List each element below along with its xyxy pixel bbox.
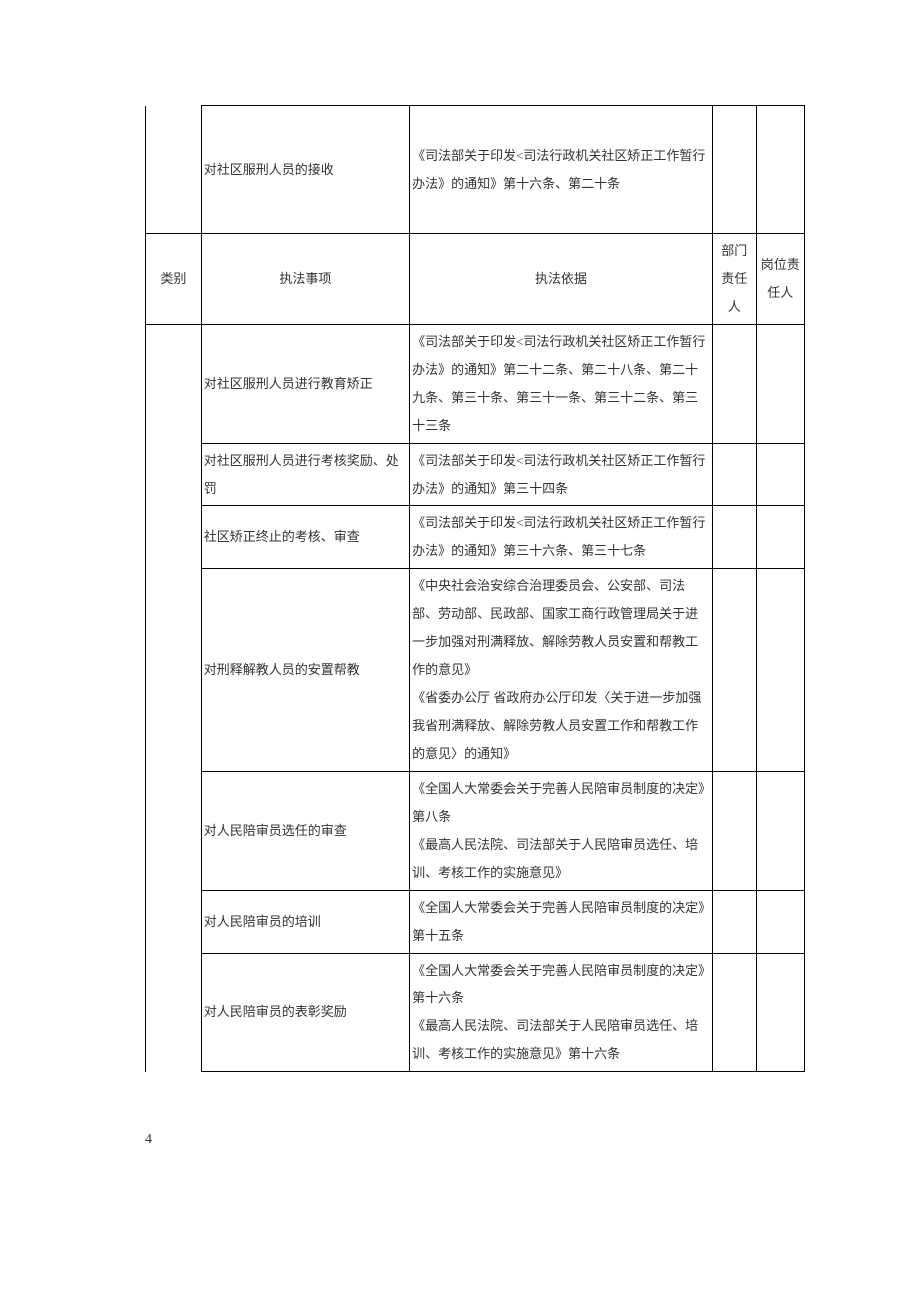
cell-post [756,890,804,953]
cell-basis: 《全国人大常委会关于完善人民陪审员制度的决定》第十六条 《最高人民法院、司法部关… [410,953,713,1072]
header-category: 类别 [146,234,202,325]
cell-post [756,771,804,890]
cell-item: 对人民陪审员选任的审查 [201,771,409,890]
cell-post [756,106,804,234]
cell-item: 对社区服刑人员进行教育矫正 [201,324,409,443]
cell-dept [712,953,756,1072]
table-row: 对刑释解教人员的安置帮教 《中央社会治安综合治理委员会、公安部、司法部、劳动部、… [146,569,805,772]
table-row: 对人民陪审员的表彰奖励 《全国人大常委会关于完善人民陪审员制度的决定》第十六条 … [146,953,805,1072]
cell-basis: 《全国人大常委会关于完善人民陪审员制度的决定》第八条 《最高人民法院、司法部关于… [410,771,713,890]
table-row: 对社区服刑人员的接收 《司法部关于印发<司法行政机关社区矫正工作暂行办法》的通知… [146,106,805,234]
cell-item: 对社区服刑人员进行考核奖励、处罚 [201,443,409,506]
cell-dept [712,324,756,443]
cell-basis: 《司法部关于印发<司法行政机关社区矫正工作暂行办法》的通知》第十六条、第二十条 [410,106,713,234]
cell-dept [712,106,756,234]
table-row: 对社区服刑人员进行考核奖励、处罚 《司法部关于印发<司法行政机关社区矫正工作暂行… [146,443,805,506]
cell-dept [712,771,756,890]
cell-basis: 《全国人大常委会关于完善人民陪审员制度的决定》第十五条 [410,890,713,953]
table-row: 对人民陪审员的培训 《全国人大常委会关于完善人民陪审员制度的决定》第十五条 [146,890,805,953]
cell-post [756,506,804,569]
cell-basis: 《司法部关于印发<司法行政机关社区矫正工作暂行办法》的通知》第二十二条、第二十八… [410,324,713,443]
header-basis: 执法依据 [410,234,713,325]
header-post: 岗位责任人 [756,234,804,325]
cell-item: 社区矫正终止的考核、审查 [201,506,409,569]
page-number: 4 [145,1132,805,1148]
cell-category [146,106,202,234]
table-row: 对人民陪审员选任的审查 《全国人大常委会关于完善人民陪审员制度的决定》第八条 《… [146,771,805,890]
header-item: 执法事项 [201,234,409,325]
cell-basis: 《中央社会治安综合治理委员会、公安部、司法部、劳动部、民政部、国家工商行政管理局… [410,569,713,772]
cell-item: 对刑释解教人员的安置帮教 [201,569,409,772]
header-dept: 部门责任人 [712,234,756,325]
cell-dept [712,569,756,772]
cell-dept [712,443,756,506]
cell-category [146,324,202,1071]
cell-post [756,443,804,506]
cell-item: 对社区服刑人员的接收 [201,106,409,234]
table-row: 对社区服刑人员进行教育矫正 《司法部关于印发<司法行政机关社区矫正工作暂行办法》… [146,324,805,443]
table-header-row: 类别 执法事项 执法依据 部门责任人 岗位责任人 [146,234,805,325]
cell-post [756,953,804,1072]
cell-post [756,324,804,443]
cell-dept [712,506,756,569]
cell-basis: 《司法部关于印发<司法行政机关社区矫正工作暂行办法》的通知》第三十四条 [410,443,713,506]
cell-post [756,569,804,772]
table-row: 社区矫正终止的考核、审查 《司法部关于印发<司法行政机关社区矫正工作暂行办法》的… [146,506,805,569]
cell-basis: 《司法部关于印发<司法行政机关社区矫正工作暂行办法》的通知》第三十六条、第三十七… [410,506,713,569]
cell-dept [712,890,756,953]
enforcement-table: 对社区服刑人员的接收 《司法部关于印发<司法行政机关社区矫正工作暂行办法》的通知… [145,105,805,1072]
cell-item: 对人民陪审员的表彰奖励 [201,953,409,1072]
cell-item: 对人民陪审员的培训 [201,890,409,953]
